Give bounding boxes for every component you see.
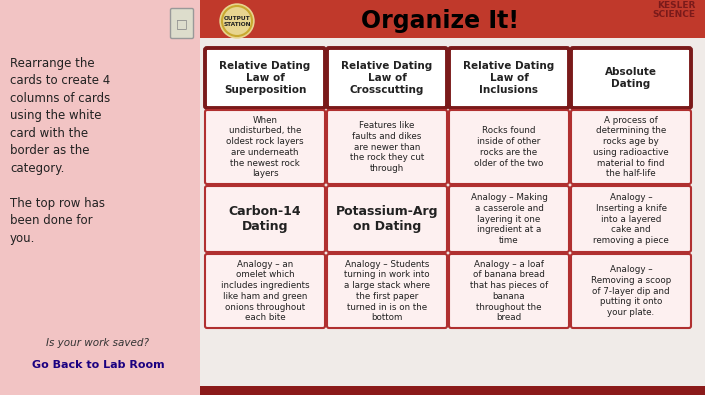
FancyBboxPatch shape — [205, 186, 325, 252]
FancyBboxPatch shape — [449, 110, 569, 184]
FancyBboxPatch shape — [205, 254, 325, 328]
Circle shape — [220, 4, 254, 38]
FancyBboxPatch shape — [205, 110, 325, 184]
FancyBboxPatch shape — [171, 9, 193, 38]
Text: Rearrange the
cards to create 4
columns of cards
using the white
card with the
b: Rearrange the cards to create 4 columns … — [10, 57, 110, 245]
Text: Analogy – a loaf
of banana bread
that has pieces of
banana
throughout the
bread: Analogy – a loaf of banana bread that ha… — [470, 260, 548, 322]
FancyBboxPatch shape — [327, 48, 447, 108]
FancyBboxPatch shape — [449, 48, 569, 108]
Text: KESLER: KESLER — [656, 1, 695, 10]
Text: □: □ — [176, 17, 188, 30]
Text: Relative Dating
Law of
Crosscutting: Relative Dating Law of Crosscutting — [341, 60, 433, 96]
Text: STATION: STATION — [223, 23, 251, 28]
Text: Features like
faults and dikes
are newer than
the rock they cut
through: Features like faults and dikes are newer… — [350, 121, 424, 173]
FancyBboxPatch shape — [0, 0, 200, 395]
Text: Is your work saved?: Is your work saved? — [47, 338, 149, 348]
Text: Go Back to Lab Room: Go Back to Lab Room — [32, 360, 164, 370]
Text: When
undisturbed, the
oldest rock layers
are underneath
the newest rock
layers: When undisturbed, the oldest rock layers… — [226, 116, 304, 179]
Text: Analogy – Students
turning in work into
a large stack where
the first paper
turn: Analogy – Students turning in work into … — [344, 260, 430, 322]
FancyBboxPatch shape — [327, 254, 447, 328]
FancyBboxPatch shape — [449, 254, 569, 328]
FancyBboxPatch shape — [200, 0, 705, 395]
Text: Rocks found
inside of other
rocks are the
older of the two: Rocks found inside of other rocks are th… — [474, 126, 544, 167]
Text: Potassium-Arg
on Dating: Potassium-Arg on Dating — [336, 205, 439, 233]
FancyBboxPatch shape — [449, 186, 569, 252]
FancyBboxPatch shape — [571, 186, 691, 252]
FancyBboxPatch shape — [200, 0, 705, 38]
FancyBboxPatch shape — [205, 48, 325, 108]
FancyBboxPatch shape — [571, 110, 691, 184]
FancyBboxPatch shape — [200, 386, 705, 395]
Text: Organize It!: Organize It! — [361, 9, 519, 33]
FancyBboxPatch shape — [571, 254, 691, 328]
Text: SCIENCE: SCIENCE — [652, 10, 695, 19]
Text: Relative Dating
Law of
Superposition: Relative Dating Law of Superposition — [219, 60, 311, 96]
FancyBboxPatch shape — [571, 48, 691, 108]
Text: Analogy –
Removing a scoop
of 7-layer dip and
putting it onto
your plate.: Analogy – Removing a scoop of 7-layer di… — [591, 265, 671, 317]
Text: Carbon-14
Dating: Carbon-14 Dating — [228, 205, 301, 233]
Text: Relative Dating
Law of
Inclusions: Relative Dating Law of Inclusions — [463, 60, 555, 96]
FancyBboxPatch shape — [327, 110, 447, 184]
Text: A process of
determining the
rocks age by
using radioactive
material to find
the: A process of determining the rocks age b… — [593, 116, 669, 179]
Text: Absolute
Dating: Absolute Dating — [605, 67, 657, 89]
Text: OUTPUT: OUTPUT — [223, 15, 250, 21]
Text: Analogy –
Inserting a knife
into a layered
cake and
removing a piece: Analogy – Inserting a knife into a layer… — [593, 193, 669, 245]
Text: Analogy – Making
a casserole and
layering it one
ingredient at a
time: Analogy – Making a casserole and layerin… — [470, 193, 548, 245]
Text: Analogy – an
omelet which
includes ingredients
like ham and green
onions through: Analogy – an omelet which includes ingre… — [221, 260, 309, 322]
FancyBboxPatch shape — [327, 186, 447, 252]
